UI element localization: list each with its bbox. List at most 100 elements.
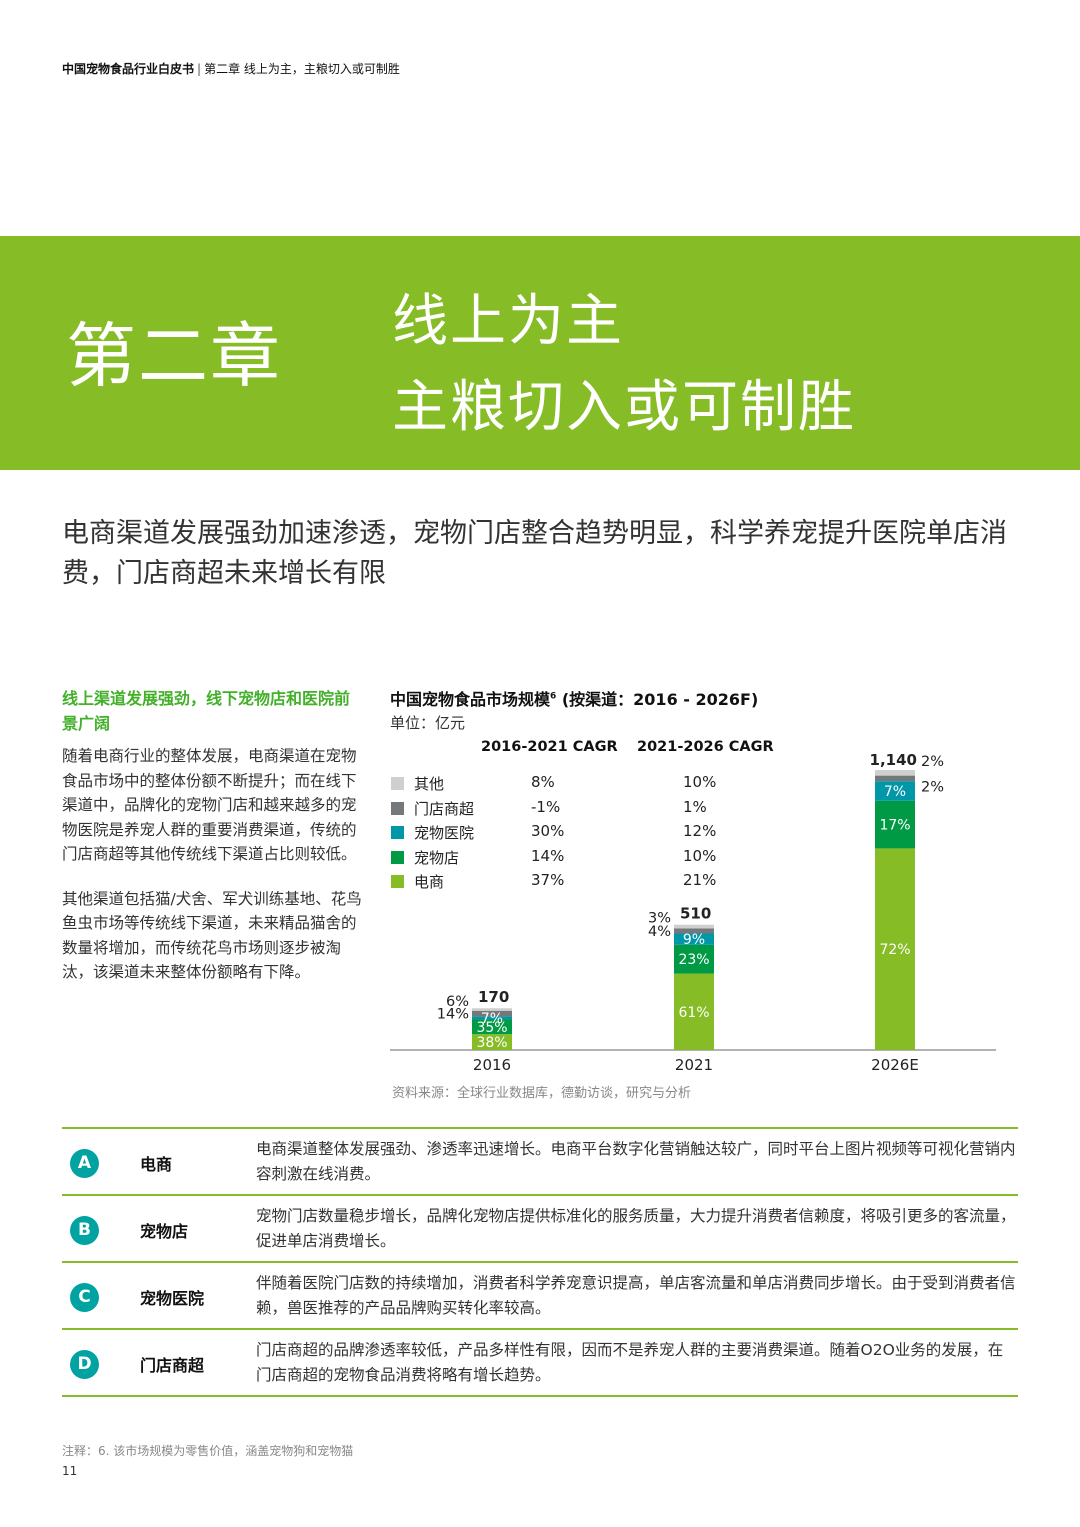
- legend-cagr1-other: 8%: [531, 773, 555, 791]
- cagr-header-2016-2021: 2016-2021 CAGR: [481, 739, 618, 755]
- segment-label-outside: 4%: [648, 924, 671, 940]
- bar-segment-2021-4: [674, 924, 714, 929]
- segment-label-outside: 6%: [446, 994, 469, 1010]
- legend-label-supermarket: 门店商超: [414, 799, 475, 818]
- legend-cagr1-petstore: 14%: [531, 846, 565, 865]
- legend-swatch-supermarket: [391, 801, 404, 815]
- legend-cagr2-other: 10%: [683, 773, 717, 791]
- chart-title: 中国宠物食品市场规模6 (按渠道：2016 - 2026F): [390, 686, 758, 710]
- legend-swatch-hospital: [391, 826, 404, 839]
- header-chapter-ref: 第二章 线上为主，主粮切入或可制胜: [204, 62, 400, 76]
- cagr-header-2021-2026: 2021-2026 CAGR: [637, 739, 774, 755]
- chapter-banner: [0, 236, 1080, 470]
- segment-label: 72%: [879, 942, 910, 958]
- legend-cagr2-petstore: 10%: [683, 846, 717, 865]
- segment-label: 38%: [476, 1035, 507, 1051]
- page-number: 11: [62, 1464, 78, 1478]
- bar-segment-2021-0: [674, 973, 714, 1050]
- legend-swatch-other: [391, 777, 404, 790]
- bar-segment-2021-3: [674, 928, 714, 934]
- left-paragraph-2: 其他渠道包括猫/犬舍、军犬训练基地、花鸟鱼虫市场等传统线下渠道，未来精品猫舍的数…: [62, 889, 362, 982]
- x-tick-label: 2026E: [871, 1056, 919, 1074]
- bar-segment-2016-2: [472, 1016, 512, 1020]
- channel-description: 电商渠道整体发展强劲、渗透率迅速增长。电商平台数字化营销触达较广，同时平台上图片…: [256, 1140, 1016, 1183]
- bar-segment-2016-3: [472, 1010, 512, 1017]
- legend-cagr2-supermarket: 1%: [683, 797, 707, 816]
- bar-segment-2026E-4: [875, 770, 915, 776]
- left-column: 线上渠道发展强劲，线下宠物店和医院前景广阔 随着电商行业的整体发展，电商渠道在宠…: [62, 686, 362, 985]
- segment-label: 17%: [879, 818, 910, 834]
- segment-label-outside: 2%: [921, 780, 944, 796]
- bar-segment-2016-1: [472, 1019, 512, 1035]
- chart-legend: 其他 8% 10% 门店商超 -1% 1% 宠物医院 30% 12% 宠物店 1…: [390, 772, 730, 895]
- channel-description: 宠物门店数量稳步增长，品牌化宠物店提供标准化的服务质量，大力提升消费者信赖度，将…: [256, 1207, 1016, 1250]
- segment-label-outside: 2%: [921, 754, 944, 770]
- bar-segment-2021-2: [674, 933, 714, 945]
- bar-segment-2016-4: [472, 1008, 512, 1011]
- letter-badge: D: [70, 1350, 99, 1379]
- legend-swatch-petstore: [391, 850, 404, 864]
- doc-title: 中国宠物食品行业白皮书: [62, 62, 195, 76]
- channel-description: 门店商超的品牌渗透率较低，产品多样性有限，因而不是养宠人群的主要消费渠道。随着O…: [256, 1341, 1004, 1384]
- left-paragraph-1: 随着电商行业的整体发展，电商渠道在宠物食品市场中的整体份额不断提升；而在线下渠道…: [62, 747, 357, 863]
- bar-segment-2021-1: [674, 944, 714, 974]
- chart-source: 资料来源：全球行业数据库，德勤访谈，研究与分析: [392, 1086, 692, 1101]
- chart-title-suffix: (按渠道：2016 - 2026F): [556, 690, 759, 709]
- channel-name: 门店商超: [140, 1356, 205, 1375]
- legend-row-petstore: 宠物店 14% 10%: [390, 846, 730, 871]
- chapter-title-line1: 线上为主: [392, 289, 624, 354]
- channel-name: 宠物医院: [140, 1289, 205, 1308]
- segment-label: 61%: [678, 1005, 709, 1021]
- running-header: 中国宠物食品行业白皮书 | 第二章 线上为主，主粮切入或可制胜: [62, 60, 400, 77]
- legend-row-other: 其他 8% 10%: [390, 772, 730, 797]
- bar-segment-2016-0: [472, 1034, 512, 1050]
- total-label: 170: [478, 988, 509, 1006]
- segment-label: 7%: [884, 784, 906, 800]
- channel-name: 电商: [140, 1155, 173, 1174]
- letter-badge: A: [70, 1149, 99, 1178]
- legend-cagr2-hospital: 12%: [683, 822, 717, 840]
- table-row: C 宠物医院 伴随着医院门店数的持续增加，消费者科学养宠意识提高，单店客流量和单…: [62, 1263, 1018, 1330]
- segment-label-outside: 3%: [648, 911, 671, 927]
- legend-swatch-ecommerce: [391, 875, 404, 888]
- x-tick-label: 2016: [473, 1056, 511, 1074]
- legend-row-supermarket: 门店商超 -1% 1%: [390, 797, 730, 822]
- left-heading: 线上渠道发展强劲，线下宠物店和医院前景广阔: [62, 689, 351, 733]
- letter-badge: B: [70, 1216, 99, 1245]
- letter-badge: C: [70, 1283, 99, 1312]
- legend-row-ecommerce: 电商 37% 21%: [390, 870, 730, 895]
- header-separator: |: [197, 62, 202, 76]
- chapter-title-line2: 主粮切入或可制胜: [392, 375, 856, 440]
- segment-label: 23%: [678, 952, 709, 968]
- bar-segment-2026E-0: [875, 848, 915, 1050]
- legend-label-petstore: 宠物店: [414, 848, 460, 867]
- legend-cagr2-ecommerce: 21%: [683, 871, 717, 889]
- table-row: D 门店商超 门店商超的品牌渗透率较低，产品多样性有限，因而不是养宠人群的主要消…: [62, 1330, 1018, 1397]
- legend-label-ecommerce: 电商: [414, 873, 445, 891]
- legend-label-hospital: 宠物医院: [414, 824, 475, 842]
- channel-table: A 电商 电商渠道整体发展强劲、渗透率迅速增长。电商平台数字化营销触达较广，同时…: [62, 1127, 1018, 1397]
- total-label: 510: [680, 905, 711, 923]
- chart-title-text: 中国宠物食品市场规模: [390, 690, 551, 709]
- segment-label: 9%: [683, 932, 705, 948]
- segment-label: 7%: [481, 1011, 503, 1027]
- bar-segment-2026E-2: [875, 781, 915, 801]
- segment-label: 35%: [476, 1020, 507, 1036]
- legend-row-hospital: 宠物医院 30% 12%: [390, 821, 730, 846]
- chart-title-footnote-ref: 6: [550, 691, 557, 702]
- legend-cagr1-supermarket: -1%: [531, 797, 561, 816]
- bar-segment-2026E-1: [875, 800, 915, 849]
- legend-cagr1-ecommerce: 37%: [531, 871, 565, 889]
- chart-unit: 单位：亿元: [390, 714, 466, 732]
- table-row: B 宠物店 宠物门店数量稳步增长，品牌化宠物店提供标准化的服务质量，大力提升消费…: [62, 1196, 1018, 1263]
- section-subtitle: 电商渠道发展强劲加速渗透，宠物门店整合趋势明显，科学养宠提升医院单店消费，门店商…: [62, 518, 1007, 589]
- channel-description: 伴随着医院门店数的持续增加，消费者科学养宠意识提高，单店客流量和单店消费同步增长…: [256, 1274, 1016, 1317]
- channel-name: 宠物店: [140, 1222, 189, 1241]
- legend-cagr1-hospital: 30%: [531, 822, 565, 840]
- bar-segment-2026E-3: [875, 775, 915, 782]
- table-row: A 电商 电商渠道整体发展强劲、渗透率迅速增长。电商平台数字化营销触达较广，同时…: [62, 1129, 1018, 1196]
- segment-label-outside: 14%: [437, 1007, 469, 1023]
- chapter-label: 第二章: [66, 315, 282, 397]
- total-label: 1,140: [870, 751, 917, 769]
